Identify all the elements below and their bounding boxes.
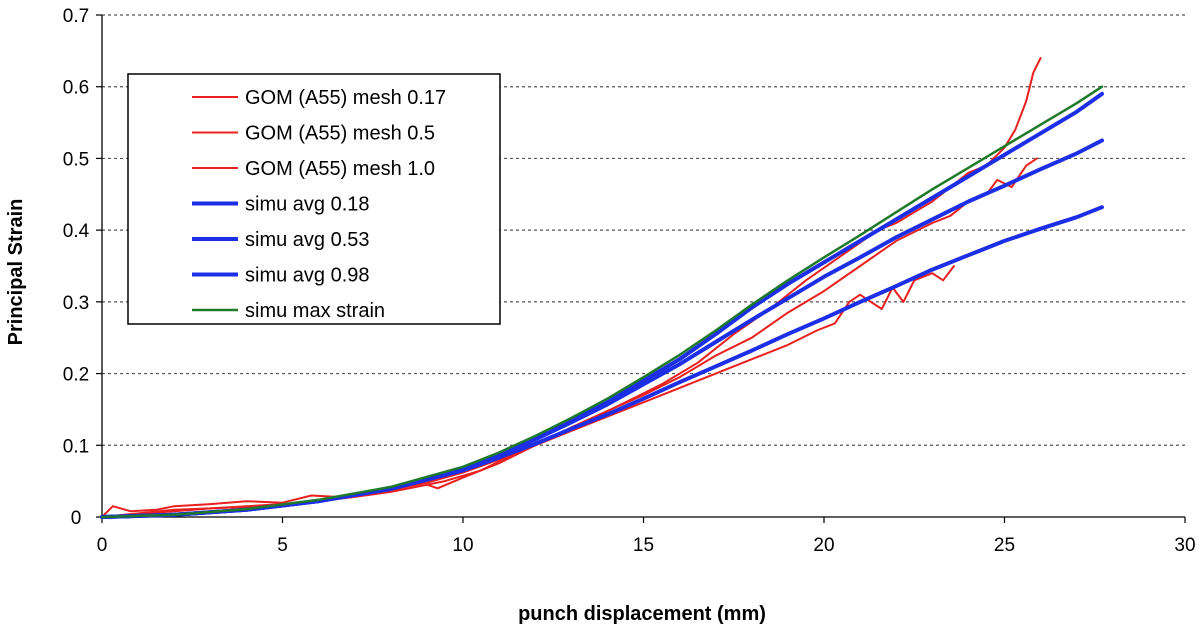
legend-label-6: simu avg 0.98 (245, 265, 370, 287)
x-tick-label: 5 (277, 535, 288, 556)
x-tick-label: 30 (1174, 535, 1195, 556)
x-tick-label: 25 (994, 535, 1015, 556)
y-tick-label: 0.3 (63, 293, 89, 314)
legend-box (127, 73, 501, 325)
legend-label-2: GOM (A55) mesh 0.5 (245, 123, 435, 145)
y-axis-title: Principal Strain (5, 199, 27, 346)
legend-label-5: simu avg 0.53 (245, 229, 370, 251)
series-lines (100, 57, 1104, 519)
legend-label-4: simu avg 0.18 (245, 194, 370, 216)
x-tick-label: 20 (813, 535, 834, 556)
legend-label-1: GOM (A55) mesh 0.17 (245, 87, 446, 109)
y-tick-label: 0.1 (63, 436, 89, 457)
x-axis-title: punch displacement (mm) (518, 603, 766, 625)
y-tick-label: 0.6 (63, 78, 89, 99)
y-tick-label: 0.2 (63, 365, 89, 386)
series-line-7 (100, 85, 1104, 519)
x-tick-label: 15 (633, 535, 654, 556)
legend: GOM (A55) mesh 0.17 GOM (A55) mesh 0.5 GOM… (127, 73, 501, 325)
legend-label-7: simu max strain (245, 300, 385, 322)
y-tick-label: 0.4 (63, 221, 90, 242)
x-tick-label: 0 (97, 535, 108, 556)
series-line-6 (100, 205, 1104, 519)
legend-label-3: GOM (A55) mesh 1.0 (245, 158, 435, 180)
y-tick-label: 0 (71, 508, 82, 529)
axes (96, 14, 1186, 523)
tick-labels: 0 0.1 0.2 0.3 0.4 0.5 0.6 0.7 0 5 10 15 20 25 30 (63, 6, 1196, 556)
x-tick-label: 10 (452, 535, 473, 556)
y-tick-label: 0.5 (63, 149, 89, 170)
series-line-1 (101, 57, 1042, 518)
y-tick-label: 0.7 (63, 6, 89, 27)
